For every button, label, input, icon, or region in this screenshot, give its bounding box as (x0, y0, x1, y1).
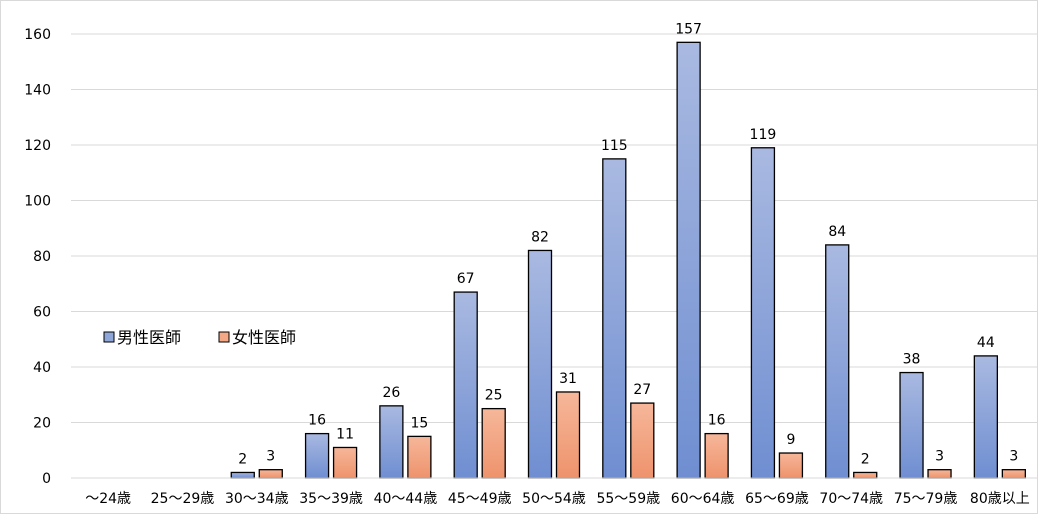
data-label-female: 16 (708, 413, 726, 429)
x-tick-label: 60～64歳 (671, 491, 735, 507)
y-tick-label: 80 (33, 249, 51, 265)
x-tick-label: ～24歳 (85, 491, 131, 507)
data-label-female: 2 (861, 451, 870, 467)
data-label-male: 16 (308, 413, 326, 429)
y-tick-label: 160 (24, 27, 51, 43)
bar-male (973, 355, 998, 479)
data-label-male: 157 (675, 21, 702, 37)
data-label-female: 31 (559, 371, 577, 387)
data-label-male: 44 (977, 335, 995, 351)
bar-female (853, 471, 878, 479)
data-label-male: 38 (903, 352, 921, 368)
data-label-male: 82 (531, 229, 549, 245)
bar-male (379, 405, 404, 479)
bar-female (332, 446, 358, 479)
gridlines (71, 33, 1037, 423)
bar-male (527, 249, 553, 479)
data-label-male: 2 (238, 451, 247, 467)
x-tick-label: 70～74歳 (819, 491, 883, 507)
x-tick-label: 55～59歳 (596, 491, 660, 507)
data-label-female: 3 (935, 449, 944, 465)
x-tick-label: 45～49歳 (448, 491, 512, 507)
bar-male (825, 244, 850, 479)
y-tick-label: 20 (33, 416, 51, 432)
legend-swatch-female (218, 331, 230, 343)
bar-female (481, 407, 506, 479)
data-label-male: 115 (601, 138, 628, 154)
y-tick-label: 60 (33, 305, 51, 321)
bar-female (704, 432, 729, 479)
y-tick-label: 140 (24, 83, 51, 99)
bar-male (676, 41, 701, 479)
data-label-female: 3 (266, 449, 275, 465)
data-label-female: 3 (1009, 449, 1018, 465)
bar-male (304, 432, 330, 479)
x-tick-label: 50～54歳 (522, 491, 586, 507)
bar-male (453, 291, 478, 479)
bar-male (750, 147, 776, 479)
data-label-female: 15 (410, 415, 428, 431)
bar-female (407, 435, 432, 479)
x-tick-label: 80歳以上 (970, 491, 1030, 507)
x-tick-label: 25～29歳 (151, 491, 215, 507)
data-labels: 2 3 16 11 26 15 67 25 82 31 115 27 157 16 119 9 84 2 38 3 44… (238, 21, 1018, 467)
data-label-female: 27 (633, 382, 651, 398)
legend-label-male: 男性医師 (117, 328, 181, 347)
bar-female (1001, 469, 1026, 479)
legend-swatch-male (103, 331, 115, 343)
x-tick-label: 40～44歳 (374, 491, 438, 507)
bar-female (555, 391, 581, 479)
legend: 男性医師 女性医師 (103, 328, 296, 347)
bar-female (927, 469, 952, 479)
bar-male (899, 371, 924, 479)
data-label-female: 9 (786, 432, 795, 448)
data-label-female: 11 (336, 426, 354, 442)
data-label-male: 26 (382, 385, 400, 401)
y-tick-label: 0 (42, 471, 51, 487)
bar-female (778, 452, 804, 479)
x-tick-label: 65～69歳 (745, 491, 809, 507)
bar-female (258, 469, 283, 479)
bar-male (602, 158, 627, 479)
x-tick-label: 35～39歳 (299, 491, 363, 507)
y-tick-label: 40 (33, 360, 51, 376)
legend-label-female: 女性医師 (232, 328, 296, 347)
data-label-female: 25 (485, 388, 503, 404)
x-tick-label: 30～34歳 (225, 491, 289, 507)
data-label-male: 84 (828, 224, 846, 240)
bar-female (630, 402, 655, 479)
data-label-male: 119 (750, 127, 777, 143)
data-label-male: 67 (457, 271, 475, 287)
y-tick-label: 120 (24, 138, 51, 154)
bars (230, 41, 1026, 479)
axes: 0 20 40 60 80 100 120 140 160 ～24歳 25～29歳 30～34歳 35～… (24, 27, 1037, 507)
x-tick-label: 75～79歳 (894, 491, 958, 507)
bar-male (230, 471, 255, 479)
y-tick-label: 100 (24, 194, 51, 210)
